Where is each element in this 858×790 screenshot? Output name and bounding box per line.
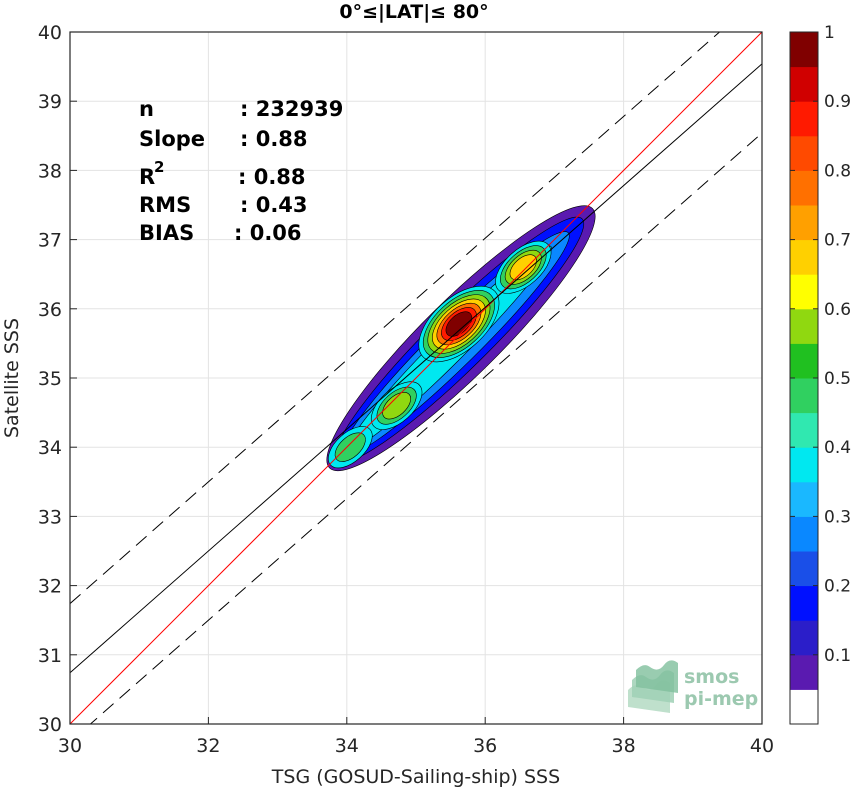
y-tick-label: 38 bbox=[38, 160, 62, 182]
y-tick-label: 39 bbox=[38, 91, 62, 113]
colorbar-tick-label: 0.7 bbox=[824, 231, 851, 251]
colorbar-segment bbox=[790, 308, 818, 344]
density-contour bbox=[334, 432, 366, 462]
identity-line bbox=[70, 32, 762, 724]
stat-value: : 0.88 bbox=[238, 165, 306, 189]
stat-label: RMS bbox=[139, 193, 191, 217]
x-axis-ticks: 30 32 34 36 38 40 bbox=[58, 717, 774, 757]
colorbar-segment bbox=[790, 654, 818, 690]
stat-superscript: 2 bbox=[154, 158, 164, 176]
stat-label: R bbox=[139, 165, 155, 189]
colorbar-segment bbox=[790, 274, 818, 310]
colorbar-segment bbox=[790, 516, 818, 552]
y-tick-label: 35 bbox=[38, 368, 62, 390]
colorbar-segment bbox=[790, 447, 818, 483]
reference-lines bbox=[70, 32, 762, 724]
colorbar-segment bbox=[790, 378, 818, 414]
colorbar-segment bbox=[790, 481, 818, 517]
y-tick-label: 31 bbox=[38, 645, 62, 667]
colorbar-segment bbox=[790, 620, 818, 656]
colorbar-segment bbox=[790, 32, 818, 68]
colorbar-segment bbox=[790, 170, 818, 206]
x-tick-label: 36 bbox=[473, 735, 497, 757]
stat-label: Slope bbox=[139, 127, 205, 151]
x-tick-label: 32 bbox=[196, 735, 220, 757]
density-contour bbox=[509, 254, 537, 281]
stat-value: : 0.43 bbox=[240, 193, 308, 217]
y-axis-label: Satellite SSS bbox=[1, 318, 23, 438]
y-axis-ticks: 30 31 32 33 34 35 36 37 38 39 40 bbox=[38, 22, 77, 736]
y-tick-label: 37 bbox=[38, 230, 62, 252]
upper-bound-line bbox=[70, 32, 721, 604]
stat-label: n bbox=[139, 97, 154, 121]
y-tick-label: 34 bbox=[38, 437, 62, 459]
colorbar-tick-label: 0.8 bbox=[824, 161, 851, 181]
colorbar: 0.1 0.2 0.3 0.4 0.5 0.6 0.7 0.8 0.9 1 bbox=[789, 23, 851, 725]
y-tick-label: 32 bbox=[38, 576, 62, 598]
stat-value: : 0.88 bbox=[240, 127, 308, 151]
smos-pimep-logo: smos pi-mep bbox=[628, 660, 758, 713]
chart-title: 0°≤|LAT|≤ 80° bbox=[339, 1, 488, 23]
density-contours bbox=[326, 205, 596, 472]
colorbar-tick-label: 1 bbox=[824, 23, 835, 43]
x-tick-label: 34 bbox=[335, 735, 359, 757]
colorbar-tick-label: 0.4 bbox=[824, 438, 851, 458]
colorbar-segment bbox=[790, 66, 818, 102]
colorbar-tick-label: 0.5 bbox=[824, 369, 851, 389]
stat-label: BIAS bbox=[139, 221, 194, 245]
colorbar-segment bbox=[790, 412, 818, 448]
y-tick-label: 30 bbox=[38, 714, 62, 736]
x-tick-label: 38 bbox=[612, 735, 636, 757]
colorbar-segment bbox=[790, 205, 818, 241]
y-tick-label: 40 bbox=[38, 22, 62, 44]
logo-waves-icon bbox=[628, 660, 678, 713]
colorbar-tick-label: 0.2 bbox=[824, 577, 851, 597]
density-contour bbox=[445, 311, 473, 337]
colorbar-tick-label: 0.1 bbox=[824, 646, 851, 666]
x-tick-label: 30 bbox=[58, 735, 82, 757]
y-tick-label: 33 bbox=[38, 506, 62, 528]
stat-value: : 0.06 bbox=[234, 221, 302, 245]
colorbar-segment bbox=[790, 343, 818, 379]
y-tick-label: 36 bbox=[38, 299, 62, 321]
colorbar-segment bbox=[790, 135, 818, 171]
stats-box: n : 232939 Slope : 0.88 R2 : 0.88 RMS : 0.43 BIA… bbox=[139, 97, 343, 245]
colorbar-tick-label: 0.3 bbox=[824, 507, 851, 527]
logo-text-smos: smos bbox=[684, 666, 739, 688]
colorbar-segment bbox=[790, 551, 818, 587]
colorbar-tick-label: 0.9 bbox=[824, 92, 851, 112]
logo-text-pimep: pi-mep bbox=[684, 688, 758, 710]
colorbar-tick-label: 0.6 bbox=[824, 300, 851, 320]
colorbar-segment bbox=[790, 585, 818, 621]
x-axis-label: TSG (GOSUD-Sailing-ship) SSS bbox=[271, 766, 560, 788]
density-contour bbox=[382, 392, 411, 420]
colorbar-segment bbox=[790, 239, 818, 275]
regression-line bbox=[70, 63, 762, 674]
x-tick-label: 40 bbox=[750, 735, 774, 757]
colorbar-segment bbox=[790, 101, 818, 137]
colorbar-segment bbox=[790, 689, 818, 725]
stat-value: : 232939 bbox=[240, 97, 343, 121]
